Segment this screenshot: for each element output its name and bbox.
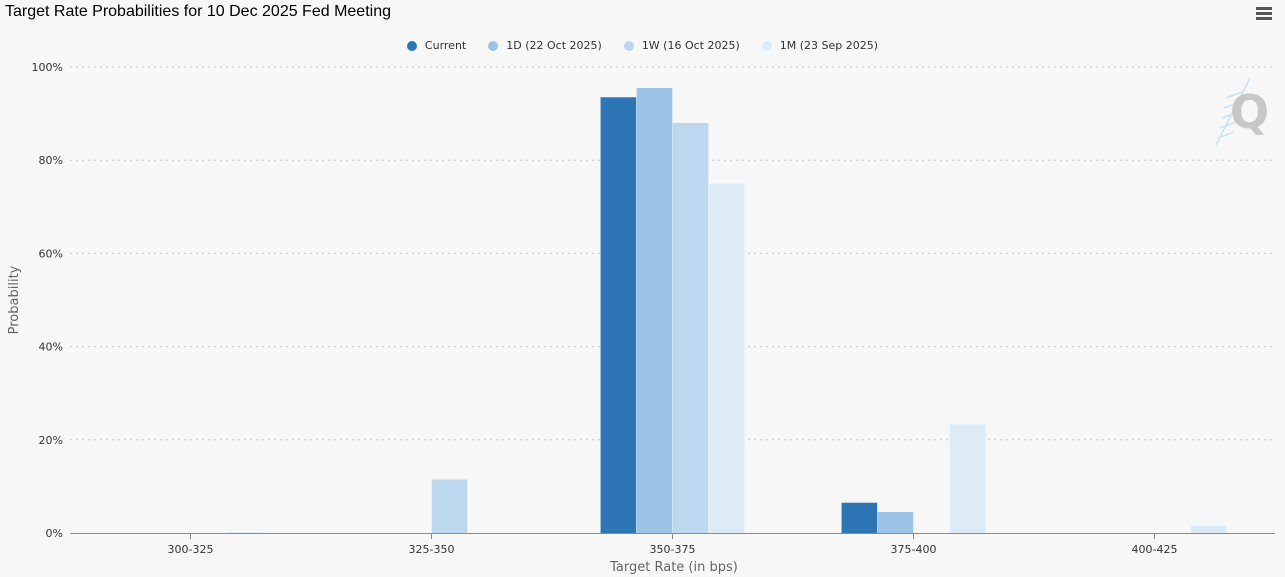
bar-375-400-series-0[interactable] xyxy=(841,502,878,533)
legend-dot-icon xyxy=(623,40,634,51)
bar-400-425-series-3[interactable] xyxy=(1190,526,1227,533)
y-tick-label: 80% xyxy=(39,154,63,167)
bar-375-400-series-1[interactable] xyxy=(877,512,914,533)
svg-text:Q: Q xyxy=(1230,85,1269,139)
legend-label: Current xyxy=(424,39,467,52)
legend-item-1[interactable]: 1D (22 Oct 2025) xyxy=(488,39,602,52)
y-tick-label: 60% xyxy=(39,247,63,260)
legend-item-0[interactable]: Current xyxy=(406,39,467,52)
y-tick-label: 40% xyxy=(39,341,63,354)
y-tick-label: 20% xyxy=(39,434,63,447)
legend-label: 1M (23 Sep 2025) xyxy=(779,39,879,52)
quikstrike-logo: Q xyxy=(1215,77,1269,146)
x-axis-title: Target Rate (in bps) xyxy=(609,560,738,575)
y-axis-title: Probability xyxy=(7,265,22,334)
bar-350-375-series-0[interactable] xyxy=(600,97,637,533)
x-tick-label: 325-350 xyxy=(409,543,455,556)
bar-375-400-series-3[interactable] xyxy=(949,424,986,533)
legend-label: 1D (22 Oct 2025) xyxy=(506,39,602,52)
legend-label: 1W (16 Oct 2025) xyxy=(641,39,740,52)
bar-300-325-series-3[interactable] xyxy=(226,532,263,533)
legend-dot-icon xyxy=(406,40,417,51)
bar-350-375-series-3[interactable] xyxy=(708,183,745,534)
x-tick-label: 350-375 xyxy=(650,543,696,556)
chart-legend: Current 1D (22 Oct 2025) 1W (16 Oct 2025) 1… xyxy=(0,39,1285,52)
x-tick-label: 300-325 xyxy=(168,543,214,556)
hamburger-menu-icon[interactable] xyxy=(1256,7,1272,21)
chart-title: Target Rate Probabilities for 10 Dec 202… xyxy=(5,3,391,20)
bar-350-375-series-1[interactable] xyxy=(636,87,673,533)
legend-item-2[interactable]: 1W (16 Oct 2025) xyxy=(623,39,740,52)
bar-350-375-series-2[interactable] xyxy=(672,122,709,534)
bar-325-350-series-2[interactable] xyxy=(431,479,468,533)
y-tick-label: 0% xyxy=(46,527,63,540)
y-tick-label: 100% xyxy=(32,61,63,74)
legend-dot-icon xyxy=(488,40,499,51)
x-tick-label: 400-425 xyxy=(1132,543,1178,556)
legend-item-3[interactable]: 1M (23 Sep 2025) xyxy=(761,39,879,52)
x-tick-label: 375-400 xyxy=(891,543,937,556)
legend-dot-icon xyxy=(761,40,772,51)
